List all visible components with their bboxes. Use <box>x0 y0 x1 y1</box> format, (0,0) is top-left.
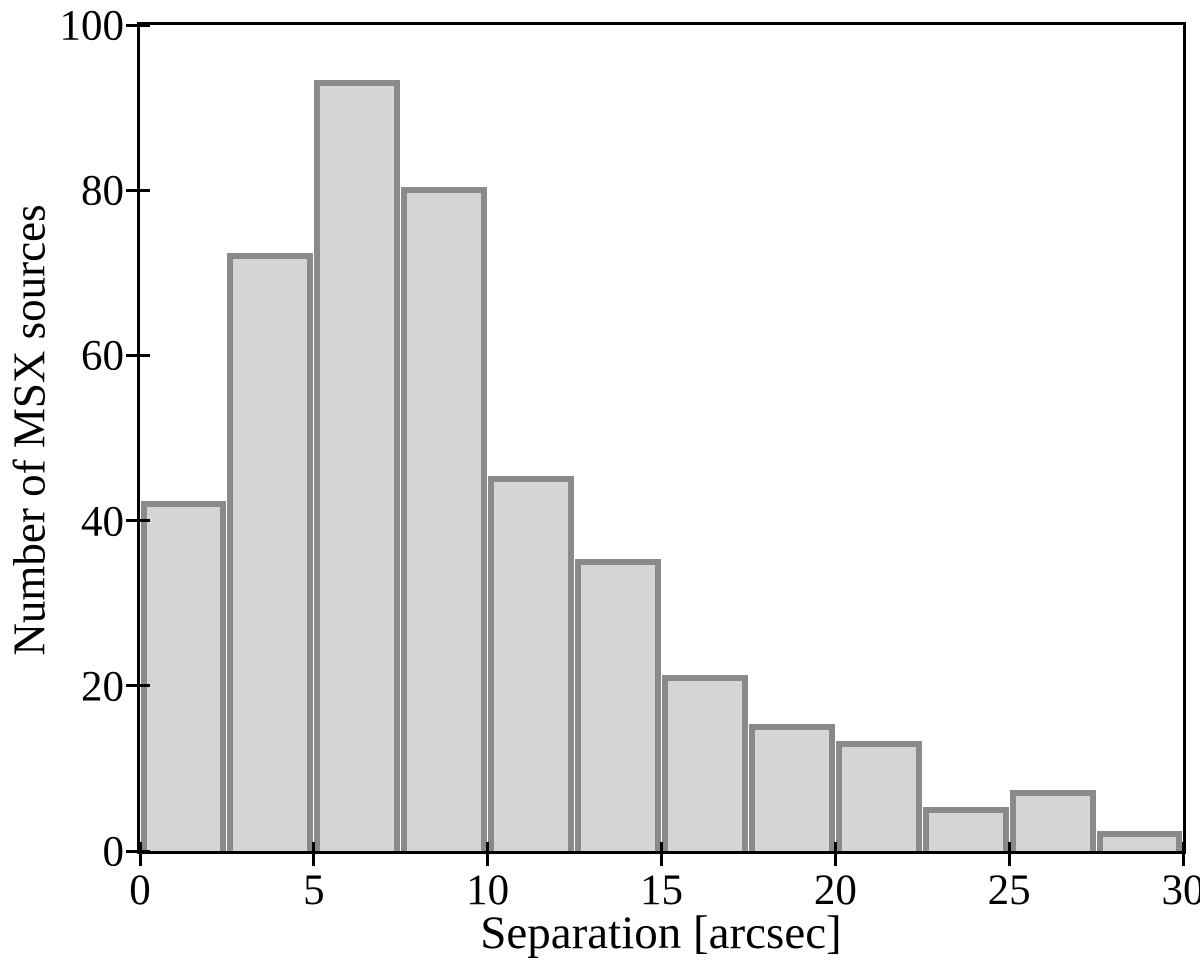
y-axis-title: Number of MSX sources <box>4 204 55 656</box>
x-axis-tick <box>833 842 837 866</box>
histogram-bar <box>1009 790 1096 851</box>
histogram-bar <box>227 253 314 851</box>
x-tick-label: 10 <box>466 867 510 914</box>
x-axis-tick <box>660 842 663 866</box>
y-axis-tick <box>126 849 150 853</box>
histogram-bar <box>835 740 922 851</box>
histogram-bar <box>922 806 1009 851</box>
histogram-bar <box>314 79 401 851</box>
x-axis-title: Separation [arcsec] <box>480 907 842 959</box>
y-axis-tick <box>126 519 150 523</box>
x-axis-tick <box>138 842 142 866</box>
histogram-bar <box>1096 831 1183 851</box>
histogram-bar <box>140 501 227 851</box>
x-axis-tick <box>1007 842 1011 866</box>
x-tick-label: 25 <box>987 867 1031 914</box>
x-tick-label: 5 <box>303 867 325 914</box>
y-tick-label: 0 <box>102 828 125 876</box>
x-axis-tick <box>1181 842 1185 866</box>
histogram-bar <box>575 558 661 851</box>
y-tick-label: 60 <box>81 332 124 380</box>
x-tick-label: 20 <box>813 867 857 914</box>
histogram-bar <box>401 187 488 851</box>
y-axis-tick <box>126 684 150 688</box>
y-axis-tick <box>126 188 150 192</box>
x-tick-label: 15 <box>640 867 683 914</box>
x-tick-label: 30 <box>1161 867 1200 914</box>
x-tick-label: 0 <box>129 867 151 914</box>
x-axis-tick <box>312 842 316 866</box>
y-axis-tick <box>126 23 150 27</box>
histogram-bar <box>488 476 575 851</box>
y-axis-tick <box>126 353 150 357</box>
plot-area <box>137 22 1186 854</box>
y-tick-label: 20 <box>81 663 124 711</box>
bars-layer <box>140 25 1183 851</box>
y-tick-label: 80 <box>81 167 124 215</box>
x-axis-tick <box>486 842 490 866</box>
histogram-bar <box>748 724 835 851</box>
y-tick-label: 100 <box>59 2 125 50</box>
y-tick-label: 40 <box>81 498 124 546</box>
histogram-bar <box>662 674 748 851</box>
